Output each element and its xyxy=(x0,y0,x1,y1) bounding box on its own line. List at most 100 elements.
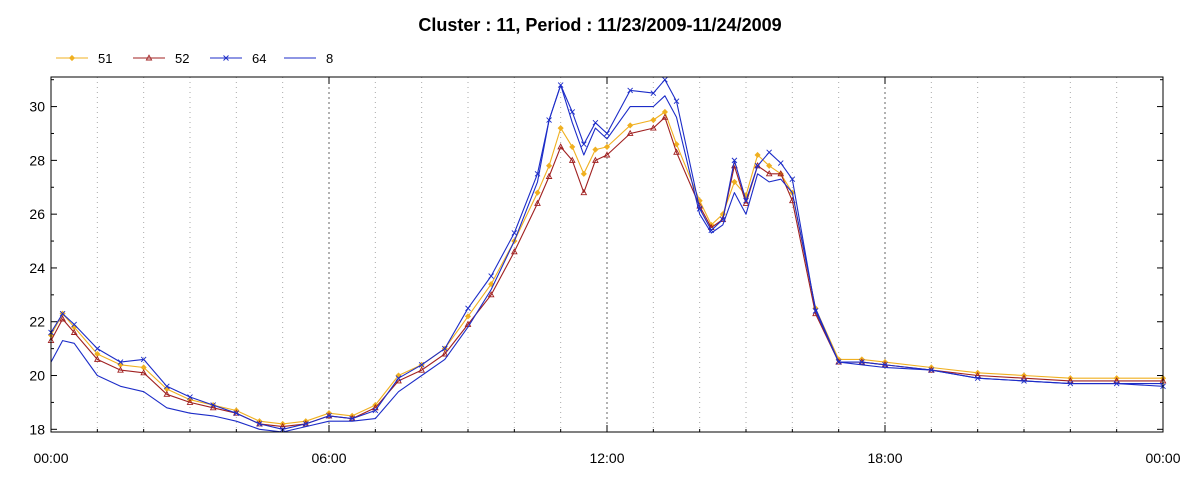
data-point-64 xyxy=(627,87,633,94)
data-point-51 xyxy=(673,141,680,148)
data-point-64 xyxy=(743,197,749,204)
y-tick-label: 22 xyxy=(29,314,45,330)
data-point-64 xyxy=(233,410,240,416)
legend-item-52: 52 xyxy=(133,51,189,66)
x-tick-label: 00:00 xyxy=(1145,450,1180,466)
data-point-51 xyxy=(627,122,634,129)
data-point-64 xyxy=(581,141,587,148)
data-point-52 xyxy=(603,151,611,158)
data-point-64 xyxy=(59,310,66,317)
data-point-52 xyxy=(974,371,982,378)
x-tick-label: 18:00 xyxy=(867,450,902,466)
data-point-64 xyxy=(303,421,309,427)
data-point-52 xyxy=(534,199,541,206)
data-point-52 xyxy=(777,170,785,177)
data-point-64 xyxy=(442,345,448,352)
data-point-52 xyxy=(649,124,657,131)
data-point-64 xyxy=(789,176,796,183)
data-point-64 xyxy=(256,421,263,427)
data-point-51 xyxy=(557,125,564,132)
data-point-52 xyxy=(673,148,680,155)
data-point-64 xyxy=(592,119,599,126)
data-point-52 xyxy=(93,355,101,362)
data-point-64 xyxy=(140,356,147,363)
data-point-51 xyxy=(650,116,657,124)
legend: 51 52 64 8 xyxy=(56,51,333,66)
data-point-64 xyxy=(882,361,888,368)
data-point-52 xyxy=(661,113,669,120)
data-point-64 xyxy=(754,162,761,169)
data-point-64 xyxy=(117,359,124,365)
data-point-52 xyxy=(568,156,576,163)
data-point-52 xyxy=(209,404,217,411)
data-point-51 xyxy=(603,143,611,150)
data-point-51 xyxy=(569,143,576,150)
series-line-52 xyxy=(50,116,1163,428)
data-point-64 xyxy=(650,90,657,96)
data-point-64 xyxy=(662,76,668,83)
data-point-64 xyxy=(777,160,784,166)
data-point-64 xyxy=(187,394,193,400)
data-point-52 xyxy=(1113,377,1121,384)
legend-label: 51 xyxy=(98,51,112,66)
y-tick-label: 30 xyxy=(29,99,45,115)
legend-marker xyxy=(68,54,76,62)
legend-label: 64 xyxy=(252,51,266,66)
data-point-64 xyxy=(210,402,216,408)
data-point-52 xyxy=(70,328,78,335)
data-point-64 xyxy=(766,149,772,156)
x-tick-label: 00:00 xyxy=(33,450,68,466)
data-point-64 xyxy=(731,157,738,164)
data-point-64 xyxy=(569,109,576,115)
data-point-64 xyxy=(511,230,518,236)
data-point-52 xyxy=(418,366,426,373)
data-point-51 xyxy=(546,162,553,169)
series-layer xyxy=(47,76,1167,433)
data-point-52 xyxy=(441,350,449,357)
data-point-51 xyxy=(464,313,472,320)
y-tick-label: 28 xyxy=(29,152,45,168)
data-point-52 xyxy=(754,162,761,169)
legend-marker xyxy=(145,54,153,61)
data-point-51 xyxy=(754,151,761,159)
legend-item-51: 51 xyxy=(56,51,112,66)
legend-item-8: 8 xyxy=(284,51,333,66)
data-point-52 xyxy=(140,369,148,376)
series-8 xyxy=(50,84,1163,433)
data-point-52 xyxy=(1020,374,1028,381)
series-52 xyxy=(47,113,1167,430)
data-point-52 xyxy=(719,215,727,222)
data-point-52 xyxy=(765,170,773,177)
legend-item-64: 64 xyxy=(210,51,266,66)
data-point-52 xyxy=(592,156,599,163)
data-point-51 xyxy=(592,146,599,153)
data-point-52 xyxy=(557,143,565,150)
data-point-64 xyxy=(94,345,101,352)
data-point-64 xyxy=(372,407,379,414)
data-point-64 xyxy=(859,359,865,365)
data-point-52 xyxy=(59,315,66,322)
data-point-64 xyxy=(418,361,425,368)
legend-label: 52 xyxy=(175,51,189,66)
data-point-64 xyxy=(395,375,402,382)
data-point-52 xyxy=(325,412,333,419)
data-point-51 xyxy=(534,189,541,196)
data-point-64 xyxy=(71,321,77,328)
series-line-8 xyxy=(50,84,1163,433)
y-tick-label: 18 xyxy=(29,421,45,437)
data-point-64 xyxy=(673,98,680,105)
legend-marker xyxy=(223,55,229,61)
data-point-52 xyxy=(580,188,588,196)
legend-label: 8 xyxy=(326,51,333,66)
data-point-64 xyxy=(488,273,494,279)
data-point-52 xyxy=(545,172,553,179)
data-point-51 xyxy=(488,281,495,288)
data-point-64 xyxy=(164,383,170,390)
y-tick-label: 20 xyxy=(29,368,45,384)
data-point-51 xyxy=(580,170,587,177)
data-point-52 xyxy=(279,422,287,430)
data-point-64 xyxy=(465,305,471,312)
data-point-52 xyxy=(117,366,124,373)
data-point-52 xyxy=(510,248,518,255)
